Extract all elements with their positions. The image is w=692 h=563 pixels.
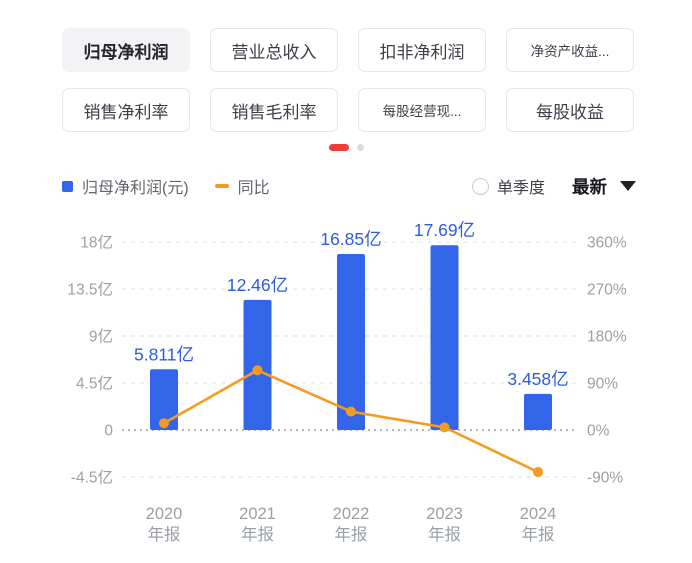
tab-销售净利率[interactable]: 销售净利率 — [62, 88, 190, 132]
line-point-2024[interactable] — [533, 467, 543, 478]
left-axis-tick: 0 — [104, 423, 113, 440]
bar-value-label-2022: 16.85亿 — [320, 229, 381, 249]
left-axis-tick: -4.5亿 — [71, 469, 113, 487]
tab-每股经营现[interactable]: 每股经营现... — [358, 88, 486, 132]
single-quarter-label[interactable]: 单季度 — [496, 180, 545, 197]
bar-value-label-2020: 5.811亿 — [134, 344, 194, 364]
left-axis-tick: 9亿 — [89, 328, 113, 346]
x-axis-year-2020: 2020 — [146, 505, 183, 523]
x-axis-period-2021: 年报 — [241, 525, 274, 544]
chevron-down-icon — [620, 181, 636, 191]
left-axis-tick: 18亿 — [80, 234, 113, 252]
chart-legend: 归母净利润(元) 同比 — [62, 174, 270, 198]
tab-每股收益[interactable]: 每股收益 — [506, 88, 634, 132]
bar-2020[interactable] — [150, 369, 178, 430]
pagination-dot-1[interactable] — [328, 144, 349, 151]
left-axis-tick: 4.5亿 — [76, 375, 113, 393]
x-axis-period-2020: 年报 — [148, 525, 181, 544]
bar-2024[interactable] — [524, 393, 552, 430]
right-axis-tick: 90% — [587, 376, 618, 393]
bar-series-swatch-icon — [62, 180, 73, 192]
bar-value-label-2024: 3.458亿 — [507, 369, 568, 389]
bar-value-label-2023: 17.69亿 — [414, 220, 475, 240]
x-axis-year-2022: 2022 — [333, 505, 370, 523]
x-axis-year-2024: 2024 — [520, 505, 557, 523]
right-axis-tick: 180% — [587, 329, 627, 346]
period-dropdown[interactable]: 最新 — [572, 174, 636, 199]
bar-2022[interactable] — [337, 254, 365, 430]
left-axis-tick: 13.5亿 — [67, 281, 113, 299]
bar-series-label: 归母净利润(元) — [82, 180, 189, 197]
period-dropdown-value: 最新 — [572, 176, 607, 197]
line-point-2020[interactable] — [159, 418, 169, 429]
line-point-2022[interactable] — [346, 406, 356, 417]
metric-tabs: 归母净利润 营业总收入 扣非净利润 净资产收益... 销售净利率 销售毛利率 每股经营现..… — [62, 28, 634, 132]
chart-controls: 单季度 最新 — [471, 174, 636, 199]
single-quarter-radio[interactable] — [471, 177, 489, 195]
right-axis-tick: 270% — [587, 282, 627, 299]
bar-2023[interactable] — [430, 245, 459, 430]
x-axis-year-2021: 2021 — [239, 505, 276, 523]
right-axis-tick: 0% — [587, 423, 610, 440]
tab-扣非净利润[interactable]: 扣非净利润 — [358, 28, 486, 72]
tab-净资产收益[interactable]: 净资产收益... — [506, 28, 634, 72]
legend-row: 归母净利润(元) 同比 单季度 最新 — [62, 172, 636, 200]
bar-2021[interactable] — [243, 299, 272, 430]
line-series-swatch-icon — [214, 184, 229, 188]
tab-归母净利润[interactable]: 归母净利润 — [62, 28, 190, 72]
right-axis-tick: -90% — [587, 470, 623, 487]
bar-value-label-2021: 12.46亿 — [227, 275, 288, 295]
x-axis-period-2023: 年报 — [428, 525, 461, 544]
line-series-label: 同比 — [237, 180, 270, 197]
tab-销售毛利率[interactable]: 销售毛利率 — [210, 88, 338, 132]
line-point-2021[interactable] — [252, 365, 263, 376]
line-point-2023[interactable] — [439, 422, 450, 433]
x-axis-period-2022: 年报 — [335, 525, 368, 544]
x-axis-period-2024: 年报 — [522, 525, 555, 544]
right-axis-tick: 360% — [587, 235, 627, 252]
x-axis-year-2023: 2023 — [426, 505, 463, 523]
pagination-dots — [0, 144, 692, 151]
tab-营业总收入[interactable]: 营业总收入 — [210, 28, 338, 72]
pagination-dot-2[interactable] — [356, 144, 364, 151]
